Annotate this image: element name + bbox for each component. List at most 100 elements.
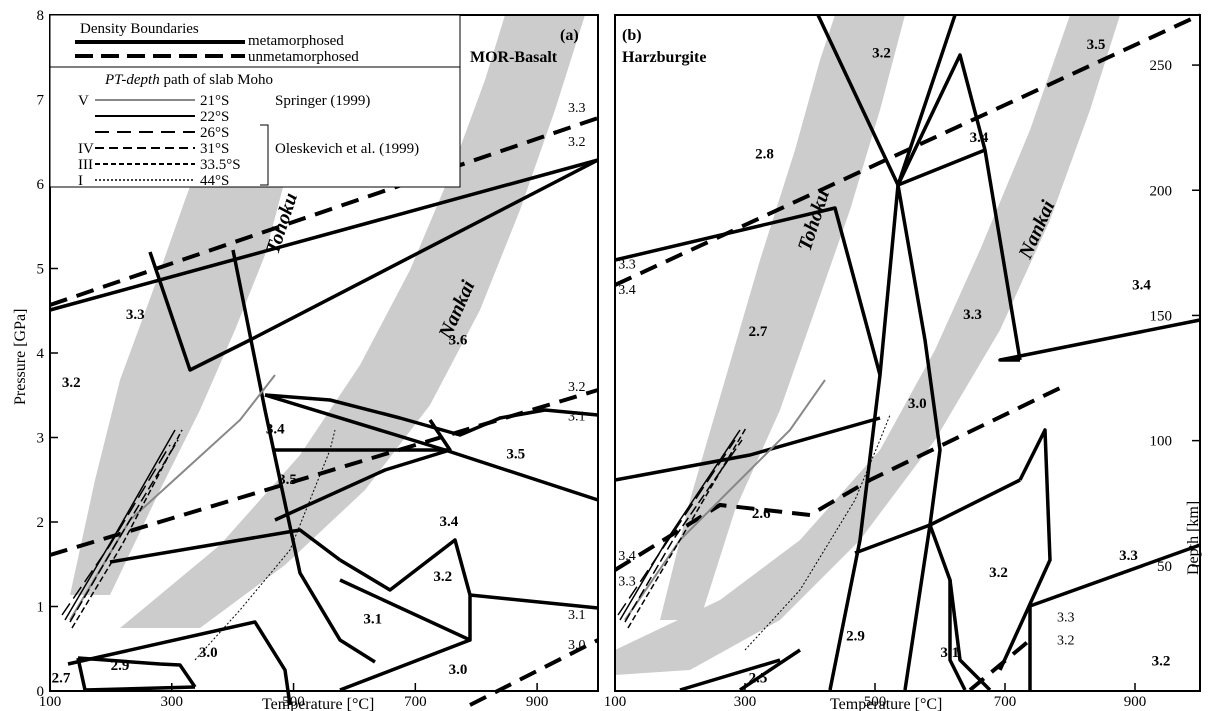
density-label-a: 3.2 <box>62 375 81 391</box>
density-label-b: 3.2 <box>1152 654 1171 670</box>
tick-labels-a: 100 300 500 700 900 0 1 2 3 4 5 6 7 8 <box>37 8 549 710</box>
tohoku-band-b <box>660 15 905 620</box>
depth-tick-label-b: 150 <box>1150 308 1173 324</box>
boundary-a-2 <box>148 251 251 372</box>
path-44s-b <box>744 414 891 651</box>
legend-latitude: 26°S <box>200 125 229 141</box>
legend-brace <box>260 124 269 186</box>
boundary-a-d1 <box>49 116 599 307</box>
path-335s-a <box>71 429 183 629</box>
boundary-b-1 <box>614 206 882 376</box>
boundary-b-3 <box>896 53 1022 361</box>
boundary-label-b: 3.3 <box>1057 611 1075 626</box>
dashed-boundaries-b <box>613 13 1201 692</box>
boundary-label-b: 3.3 <box>618 258 636 273</box>
boundary-a-d2 <box>49 388 599 557</box>
density-label-a: 3.1 <box>363 611 382 627</box>
panel-b: 100 300 500 700 900 50 100 150 200 250 3.5 3.2 3.4 2… <box>604 13 1202 711</box>
boundary-b-13 <box>679 658 781 692</box>
solid-boundaries-b <box>614 14 1201 692</box>
density-labels-a: 3.73.63.33.23.43.53.53.43.23.13.03.02.92… <box>52 71 586 687</box>
boundary-a-11 <box>339 638 471 692</box>
density-label-b: 3.3 <box>1119 548 1138 564</box>
xlabel-b: Temperature [°C] <box>830 696 942 711</box>
path-22s-a <box>64 429 176 621</box>
gridlines-a <box>49 158 599 706</box>
boundary-b-10 <box>998 428 1052 671</box>
legend-roman: IV <box>78 141 94 157</box>
legend-metamorphosed: metamorphosed <box>248 33 344 49</box>
boundary-b-15 <box>1028 543 1201 690</box>
legend-latitude: 22°S <box>200 109 229 125</box>
density-label-a: 3.5 <box>278 472 297 488</box>
y-tick-label-a: 0 <box>37 684 45 700</box>
legend-oleskevich: Oleskevich et al. (1999) <box>275 141 419 157</box>
density-label-b: 2.9 <box>846 628 865 644</box>
moho-paths-b <box>617 379 891 651</box>
boundary-label-a: 3.3 <box>568 101 586 116</box>
path-335s-b <box>627 427 747 629</box>
boundary-a-9 <box>109 528 342 564</box>
nankai-band-b <box>615 15 1120 675</box>
density-label-b: 3.5 <box>1087 37 1106 53</box>
density-label-b: 3.0 <box>908 396 927 412</box>
panel-label-b: (b) <box>622 27 642 44</box>
boundary-label-b: 3.2 <box>1057 634 1075 649</box>
depth-tick-label-b: 50 <box>1157 559 1172 575</box>
depth-tick-label-b: 200 <box>1150 183 1173 199</box>
boundary-label-b: 3.3 <box>618 574 636 589</box>
boundary-b-d3 <box>968 638 1032 692</box>
boundary-a-10 <box>339 538 472 642</box>
legend-springer: Springer (1999) <box>275 93 370 109</box>
legend-latitude: 21°S <box>200 93 229 109</box>
path-26s-a <box>61 444 171 616</box>
y-tick-label-a: 3 <box>37 431 45 447</box>
depth-tick-label-b: 250 <box>1150 58 1173 74</box>
panel-title-a: MOR-Basalt <box>470 49 558 66</box>
density-label-b: 3.2 <box>872 45 891 61</box>
density-label-a: 3.5 <box>506 447 525 463</box>
x-tick-label-a: 100 <box>39 694 62 710</box>
legend-latitude: 44°S <box>200 173 229 189</box>
legend-roman: III <box>78 157 93 173</box>
density-label-b: 2.5 <box>749 671 768 687</box>
boundary-label-a: 3.1 <box>568 608 586 623</box>
legend-unmetamorphosed: unmetamorphosed <box>248 49 359 65</box>
density-label-b: 2.6 <box>752 506 771 522</box>
boundary-a-14 <box>77 656 197 688</box>
boundary-label-a: 3.0 <box>568 638 586 653</box>
density-label-a: 3.6 <box>449 333 468 349</box>
boundary-label-b: 3.4 <box>618 549 636 564</box>
density-label-b: 3.4 <box>970 130 989 146</box>
boundary-label-b: 3.4 <box>618 283 636 298</box>
boundary-a-d3 <box>469 638 599 707</box>
boundary-b-d2 <box>613 386 1061 572</box>
boundary-b-12 <box>948 580 967 691</box>
density-label-a: 3.4 <box>266 421 285 437</box>
boundary-label-a: 3.2 <box>568 380 586 395</box>
y-tick-label-a: 8 <box>37 8 45 24</box>
x-tick-label-a: 700 <box>404 694 427 710</box>
density-label-a: 3.2 <box>433 569 452 585</box>
legend-roman: I <box>78 173 83 189</box>
density-label-a: 3.0 <box>449 662 468 678</box>
boundary-b-7 <box>896 184 942 691</box>
xlabel-a: Temperature [°C] <box>262 696 374 711</box>
boundary-b-6 <box>828 184 900 691</box>
plot-frame-b <box>614 14 1201 692</box>
ylabel-b: Depth [km] <box>1185 501 1202 575</box>
path-26s-b <box>617 439 736 616</box>
boundary-b-5 <box>998 318 1201 362</box>
y-tick-label-a: 6 <box>37 177 45 193</box>
x-tick-label-a: 900 <box>526 694 549 710</box>
boundary-b-8 <box>614 416 881 482</box>
density-label-a: 3.0 <box>199 645 218 661</box>
y-tick-label-a: 4 <box>37 346 45 362</box>
density-label-a: 3.4 <box>439 514 458 530</box>
path-31s-b <box>624 439 743 623</box>
boundary-b-14 <box>739 648 801 692</box>
legend-density-title: Density Boundaries <box>80 21 199 37</box>
path-21s-b <box>624 379 826 621</box>
nankai-band-a <box>120 15 585 628</box>
density-label-a: 3.3 <box>126 307 145 323</box>
